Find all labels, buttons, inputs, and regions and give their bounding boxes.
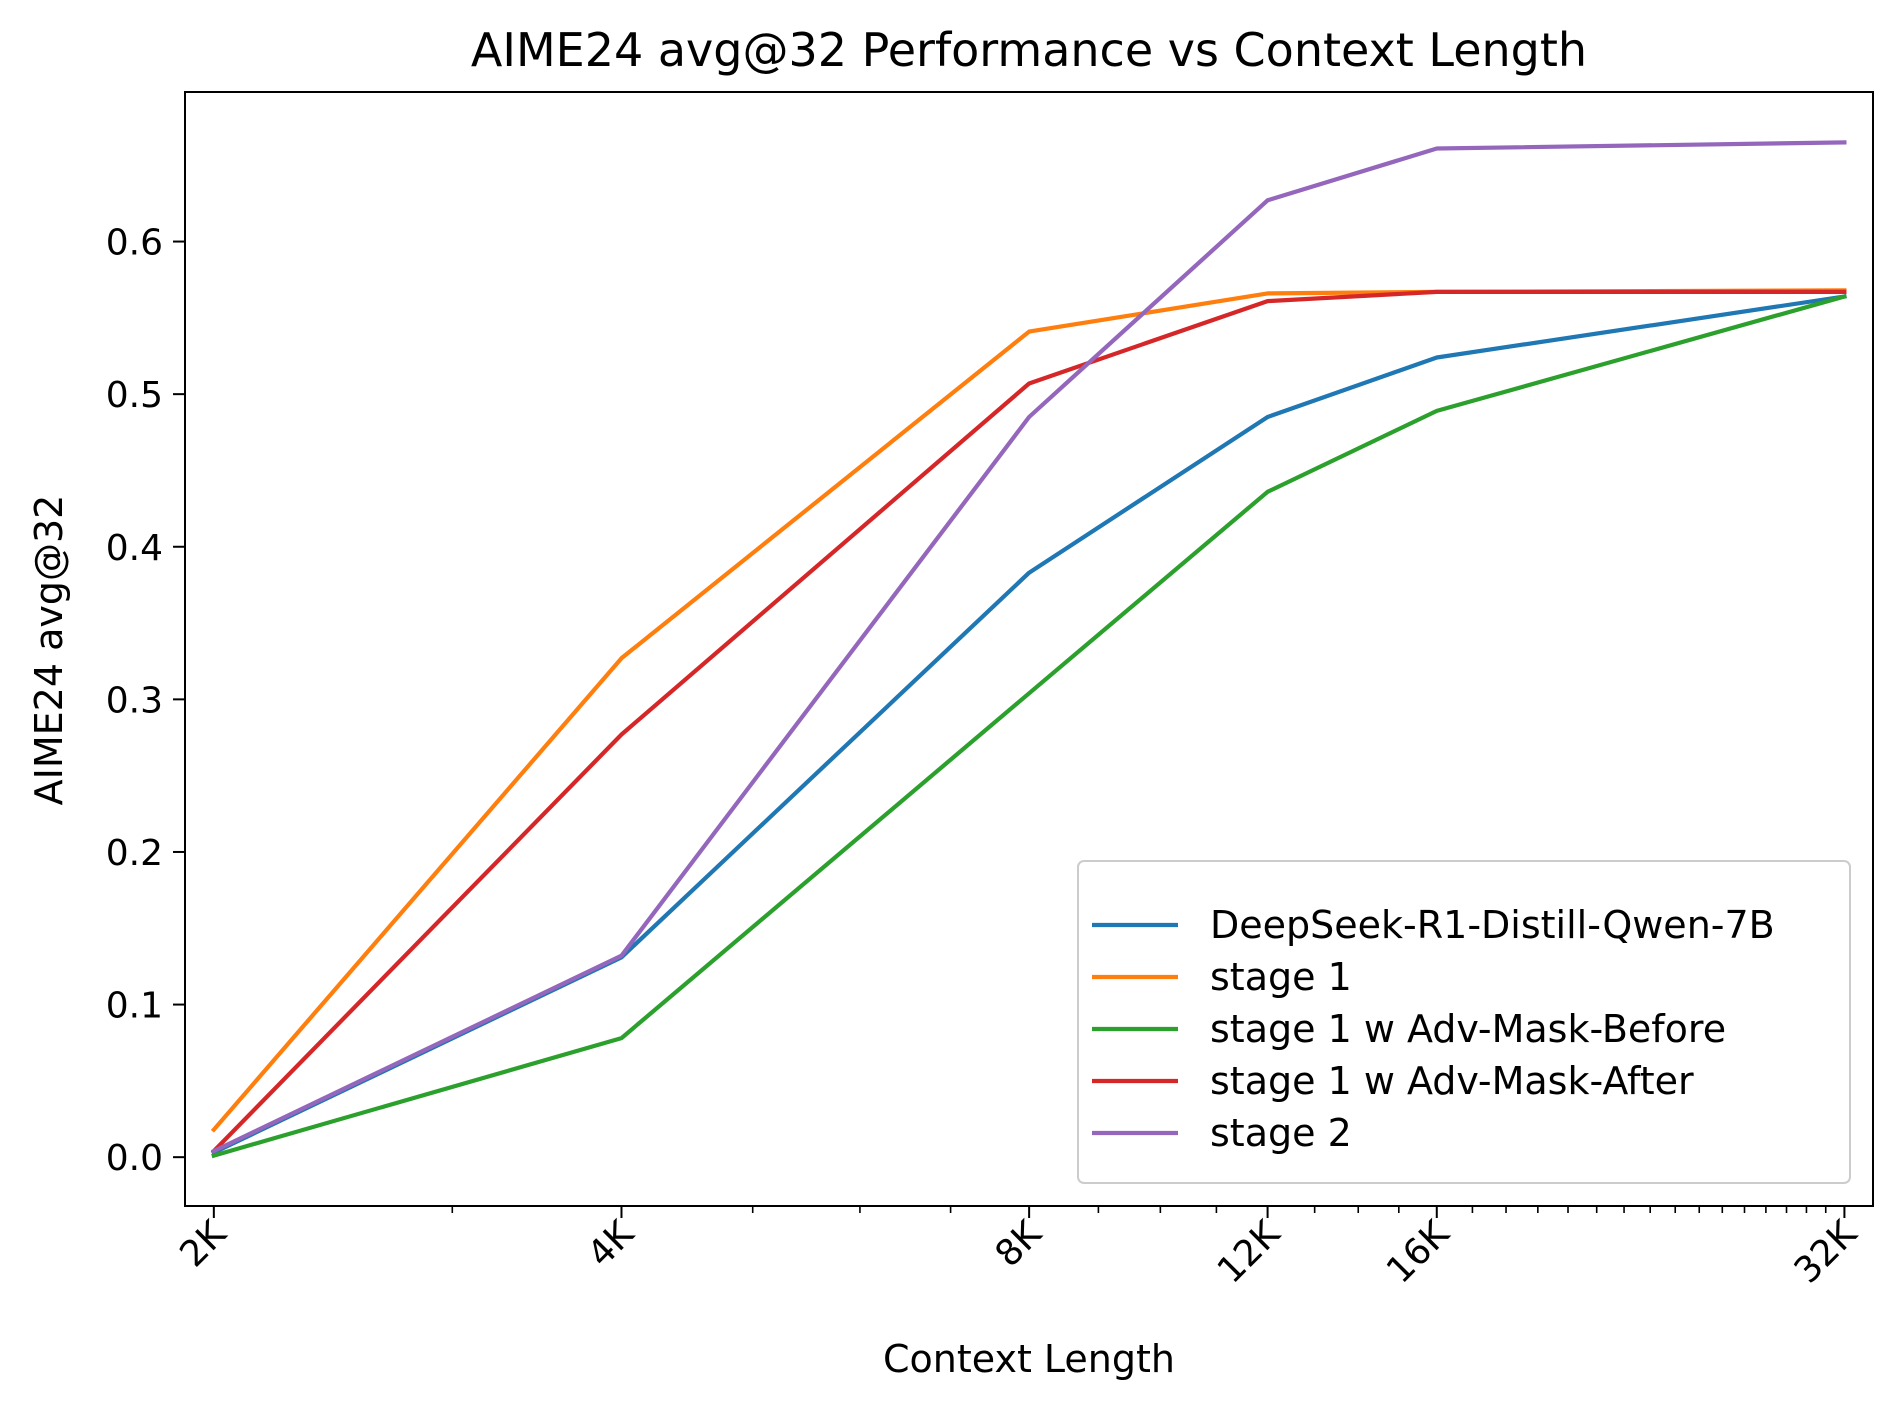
plot-frame [184, 91, 1874, 1207]
x-minor-ticks [451, 1206, 1827, 1213]
y-tick-label: 0.0 [106, 1138, 163, 1179]
series-line-5 [210, 140, 1847, 1154]
series-line-4 [210, 289, 1847, 1155]
legend-label: stage 1 w Adv-Mask-Before [1210, 1007, 1726, 1051]
y-tick-label: 0.6 [106, 223, 163, 264]
legend-label: stage 2 [1210, 1111, 1352, 1155]
chart-title: AIME24 avg@32 Performance vs Context Len… [471, 23, 1587, 77]
y-tick-label: 0.2 [106, 833, 163, 874]
legend-label: stage 1 [1210, 955, 1352, 999]
y-axis-label: AIME24 avg@32 [27, 495, 71, 806]
legend-label: stage 1 w Adv-Mask-After [1210, 1059, 1694, 1103]
y-tick-label: 0.5 [106, 375, 163, 416]
series-layer [210, 140, 1847, 1159]
legend-label: DeepSeek-R1-Distill-Qwen-7B [1210, 903, 1775, 947]
x-axis-label: Context Length [883, 1337, 1175, 1381]
legend-box [1077, 860, 1851, 1184]
legend: DeepSeek-R1-Distill-Qwen-7B stage 1 stage … [1077, 860, 1851, 1184]
y-tick-label: 0.1 [106, 986, 163, 1027]
series-line-3 [211, 293, 1847, 1159]
y-tick-label: 0.4 [106, 528, 163, 569]
y-tick-label: 0.3 [106, 680, 163, 721]
y-ticks: 0.0 0.1 0.2 0.3 0.4 0.5 0.6 [106, 223, 185, 1179]
